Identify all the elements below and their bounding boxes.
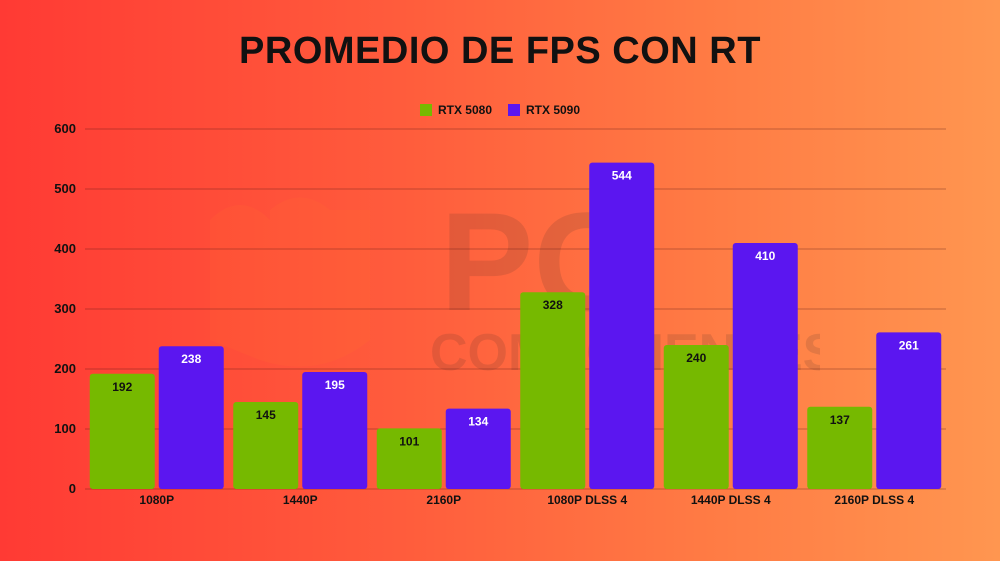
legend: RTX 5080 RTX 5090 [0,103,1000,117]
bar [589,162,655,489]
data-label: 328 [543,298,563,312]
legend-item: RTX 5090 [508,103,580,117]
x-tick-label: 1080P DLSS 4 [547,493,627,507]
y-tick-label: 100 [54,421,76,436]
y-tick-label: 500 [54,181,76,196]
y-tick-label: 400 [54,241,76,256]
bar [89,373,155,489]
data-label: 145 [256,408,276,422]
legend-item: RTX 5080 [419,103,492,117]
legend-label: RTX 5080 [437,103,492,117]
bar [520,292,586,489]
bar [807,406,873,489]
data-label: 240 [686,351,706,365]
y-tick-label: 200 [54,361,76,376]
y-tick-label: 0 [69,481,76,496]
chart-title: PROMEDIO DE FPS CON RT [239,30,761,72]
data-label: 410 [755,249,775,263]
x-tick-label: 2160P [426,493,461,507]
data-label: 544 [612,169,632,183]
x-tick-label: 1080P [139,493,174,507]
legend-swatch [419,104,432,116]
x-tick-label: 1440P [283,493,318,507]
data-label: 134 [468,415,488,429]
data-label: 101 [399,434,419,448]
data-label: 195 [325,378,345,392]
legend-swatch [508,104,520,116]
bar [732,243,798,489]
y-tick-label: 600 [54,121,76,136]
data-label: 192 [112,380,132,394]
x-tick-label: 2160P DLSS 4 [834,493,914,507]
bar [302,372,368,489]
bar [233,402,299,489]
bar [376,428,442,489]
bar [445,408,511,489]
data-label: 137 [830,413,850,427]
x-tick-label: 1440P DLSS 4 [691,493,771,507]
data-label: 261 [899,338,919,352]
data-label: 238 [181,352,201,366]
legend-label: RTX 5090 [526,103,581,117]
bar [158,346,224,489]
bar [876,332,942,489]
bar [663,345,729,489]
y-tick-label: 300 [54,301,76,316]
